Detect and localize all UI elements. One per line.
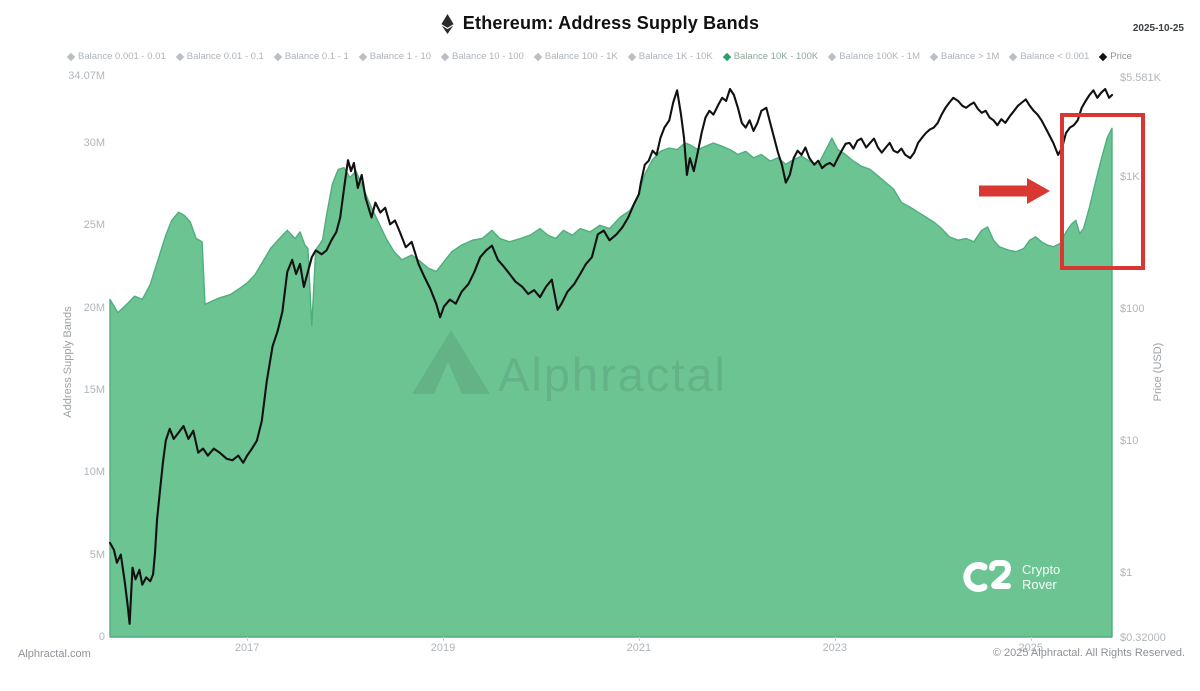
y-left-tick-30m: 30M	[83, 137, 105, 150]
legend-item-label: Balance 100 - 1K	[544, 51, 618, 62]
y-right-tick-5581: $5.581K	[1120, 72, 1161, 84]
legend-item-label: Balance 10K - 100K	[733, 51, 819, 62]
x-tick-2025: 2025	[1018, 642, 1043, 654]
ethereum-icon	[441, 13, 454, 34]
y-left-tick-10m: 10M	[83, 466, 105, 479]
legend-marker-icon	[627, 52, 636, 61]
price-line-series	[108, 87, 1114, 625]
x-tick-2019: 2019	[430, 642, 456, 654]
x-tickmark	[638, 637, 640, 641]
legend-item-label: Balance 0.01 - 0.1	[186, 51, 264, 62]
y-left-tick-5m: 5M	[89, 548, 105, 561]
y-left-tick-25m: 25M	[83, 219, 105, 232]
alphractal-watermark: Alphractal	[412, 330, 727, 401]
legend-marker-icon	[1009, 52, 1018, 61]
legend-item-balance-0-001-0-01[interactable]: Balance 0.001 - 0.01	[66, 51, 166, 62]
legend-marker-icon	[827, 52, 837, 61]
x-tick-2023: 2023	[822, 642, 848, 654]
legend-marker-icon	[929, 52, 939, 61]
x-tickmark	[247, 637, 249, 641]
left-axis-title: Address Supply Bands	[62, 306, 74, 418]
legend-marker-icon	[440, 52, 450, 61]
legend-marker-icon	[722, 52, 731, 61]
legend-item-balance-0-01-0-1[interactable]: Balance 0.01 - 0.1	[175, 51, 264, 62]
legend-item-balance-0-1-1[interactable]: Balance 0.1 - 1	[273, 51, 349, 62]
chart-header: Ethereum: Address Supply Bands	[0, 13, 1200, 34]
legend-marker-icon	[1099, 52, 1108, 61]
legend-marker-icon	[533, 52, 543, 61]
alphractal-logo-icon	[412, 330, 490, 394]
legend-item-balance-100-1k[interactable]: Balance 100 - 1K	[533, 51, 618, 62]
y-left-tick-34.07m: 34.07M	[68, 70, 105, 82]
legend-item-balance-0-001[interactable]: Balance < 0.001	[1009, 51, 1090, 62]
y-left-tick-0: 0	[98, 631, 105, 643]
y-left-tick-15m: 15M	[83, 384, 105, 396]
legend-item-balance-10k-100k[interactable]: Balance 10K - 100K	[722, 51, 819, 62]
legend-item-label: Balance 10 - 100	[452, 51, 524, 62]
x-tick-2021: 2021	[626, 642, 652, 654]
legend-item-label: Balance 0.001 - 0.01	[78, 51, 166, 62]
x-tickmark	[834, 637, 836, 641]
legend-item-balance-10-100[interactable]: Balance 10 - 100	[440, 51, 524, 62]
legend-marker-icon	[66, 52, 76, 61]
date-label: 2025-10-25	[1132, 23, 1184, 34]
legend: Balance 0.001 - 0.01 Balance 0.01 - 0.1 Ba…	[0, 51, 1200, 62]
x-tick-2017: 2017	[234, 642, 260, 654]
right-axis-title: Price (USD)	[1152, 342, 1164, 402]
x-tickmark	[1030, 637, 1032, 641]
watermark-text: Alphractal	[498, 348, 727, 401]
legend-item-balance-1-10[interactable]: Balance 1 - 10	[358, 51, 432, 62]
crypto-rover-label: Crypto Rover	[1022, 562, 1061, 592]
site-label: Alphractal.com	[18, 648, 91, 660]
crypto-rover-logo: Crypto Rover	[962, 560, 1074, 594]
legend-item-label: Price	[1110, 51, 1132, 62]
legend-item-label: Balance 100K - 1M	[839, 51, 920, 62]
legend-item-label: Balance 1 - 10	[369, 51, 432, 62]
legend-marker-icon	[358, 52, 367, 61]
legend-marker-icon	[175, 52, 184, 61]
page-title: Ethereum: Address Supply Bands	[462, 13, 760, 33]
legend-item-balance-1k-10k[interactable]: Balance 1K - 10K	[627, 51, 713, 62]
y-right-tick-10: $10	[1120, 434, 1139, 447]
y-right-tick-0_32: $0.32000	[1120, 632, 1166, 644]
crypto-rover-icon	[963, 560, 1011, 592]
legend-item-label: Balance 0.1 - 1	[284, 51, 349, 62]
legend-item-price[interactable]: Price	[1099, 51, 1132, 62]
x-tickmark	[443, 637, 445, 641]
y-left-tick-20m: 20M	[83, 301, 105, 314]
legend-marker-icon	[273, 52, 283, 61]
y-right-tick-1000: $1K	[1120, 170, 1140, 183]
legend-item-label: Balance 1K - 10K	[638, 51, 713, 62]
arrow-annotation-icon	[979, 178, 1050, 204]
legend-item-balance-1m[interactable]: Balance > 1M	[929, 51, 1000, 62]
legend-item-label: Balance < 0.001	[1020, 51, 1090, 62]
legend-item-balance-100k-1m[interactable]: Balance 100K - 1M	[827, 51, 920, 62]
highlight-box-annotation	[1060, 113, 1145, 270]
y-right-tick-100: $100	[1120, 302, 1145, 315]
copyright-label: © 2025 Alphractal. All Rights Reserved.	[992, 647, 1185, 659]
legend-item-label: Balance > 1M	[941, 51, 1000, 62]
y-right-tick-1: $1	[1120, 566, 1133, 579]
